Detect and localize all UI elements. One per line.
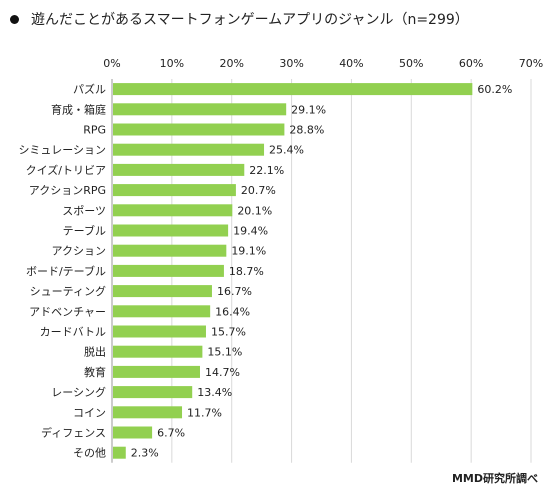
category-label: クイズ/トリビア: [26, 163, 106, 177]
source-note: MMD研究所調べ: [451, 472, 538, 485]
bar: [113, 406, 183, 419]
x-tick-label: 20%: [219, 57, 243, 70]
bar: [113, 285, 212, 298]
bar: [113, 184, 236, 197]
value-label: 60.2%: [477, 83, 512, 96]
bar: [113, 365, 200, 378]
category-label: RPG: [83, 124, 106, 137]
chart-title-text: 遊んだことがあるスマートフォンゲームアプリのジャンル（n=299）: [31, 12, 469, 28]
bar: [113, 264, 224, 277]
bar: [113, 103, 287, 116]
value-label: 16.7%: [217, 285, 252, 298]
category-label: その他: [73, 447, 106, 460]
category-label: ディフェンス: [41, 426, 106, 440]
value-label: 15.1%: [207, 346, 242, 359]
value-label: 2.3%: [131, 447, 159, 460]
value-label: 15.7%: [211, 326, 246, 339]
x-tick-label: 50%: [399, 57, 423, 70]
category-label: シューティング: [30, 284, 106, 298]
category-label: アクションRPG: [29, 184, 106, 197]
value-label: 13.4%: [197, 386, 232, 399]
bar: [113, 426, 153, 439]
value-label: 25.4%: [269, 144, 304, 157]
category-label: 脱出: [84, 345, 106, 359]
bar: [113, 446, 126, 459]
category-label: カードバトル: [40, 326, 106, 339]
category-label: テーブル: [63, 224, 106, 238]
value-label: 22.1%: [249, 164, 284, 177]
bar: [113, 305, 211, 318]
value-label: 19.4%: [233, 225, 268, 238]
category-label: アドベンチャー: [29, 305, 106, 318]
value-label: 20.1%: [237, 204, 272, 217]
category-label: レーシング: [51, 385, 106, 399]
value-label: 19.1%: [231, 245, 266, 258]
x-tick-label: 40%: [339, 57, 363, 70]
bar: [113, 143, 265, 156]
bar: [113, 163, 245, 176]
bar: [113, 325, 206, 338]
chart-title: 遊んだことがあるスマートフォンゲームアプリのジャンル（n=299）: [8, 9, 469, 29]
category-label: ボード/テーブル: [26, 264, 106, 278]
x-tick-label: 60%: [459, 57, 483, 70]
value-label: 11.7%: [187, 406, 222, 419]
bar: [113, 224, 229, 237]
category-label: スポーツ: [62, 204, 106, 217]
category-label: 育成・箱庭: [51, 102, 106, 116]
category-label: シミュレーション: [18, 144, 106, 157]
value-label: 18.7%: [229, 265, 264, 278]
category-label: パズル: [73, 82, 106, 96]
value-label: 6.7%: [157, 427, 185, 440]
bullet-icon: [10, 15, 19, 24]
value-label: 14.7%: [205, 366, 240, 379]
value-label: 20.7%: [241, 184, 276, 197]
x-tick-label: 0%: [103, 57, 120, 70]
category-label: アクション: [52, 245, 106, 258]
bar: [113, 204, 233, 217]
bar: [113, 244, 227, 257]
bar: [113, 83, 473, 96]
x-tick-label: 30%: [279, 57, 303, 70]
category-label: コイン: [73, 406, 106, 419]
x-tick-label: 10%: [160, 57, 184, 70]
bar: [113, 386, 193, 399]
bar: [113, 123, 285, 136]
value-label: 16.4%: [215, 305, 250, 318]
value-label: 29.1%: [291, 103, 326, 116]
value-label: 28.8%: [289, 124, 324, 137]
category-label: 教育: [84, 365, 106, 379]
x-tick-label: 70%: [519, 57, 543, 70]
bar: [113, 345, 203, 358]
